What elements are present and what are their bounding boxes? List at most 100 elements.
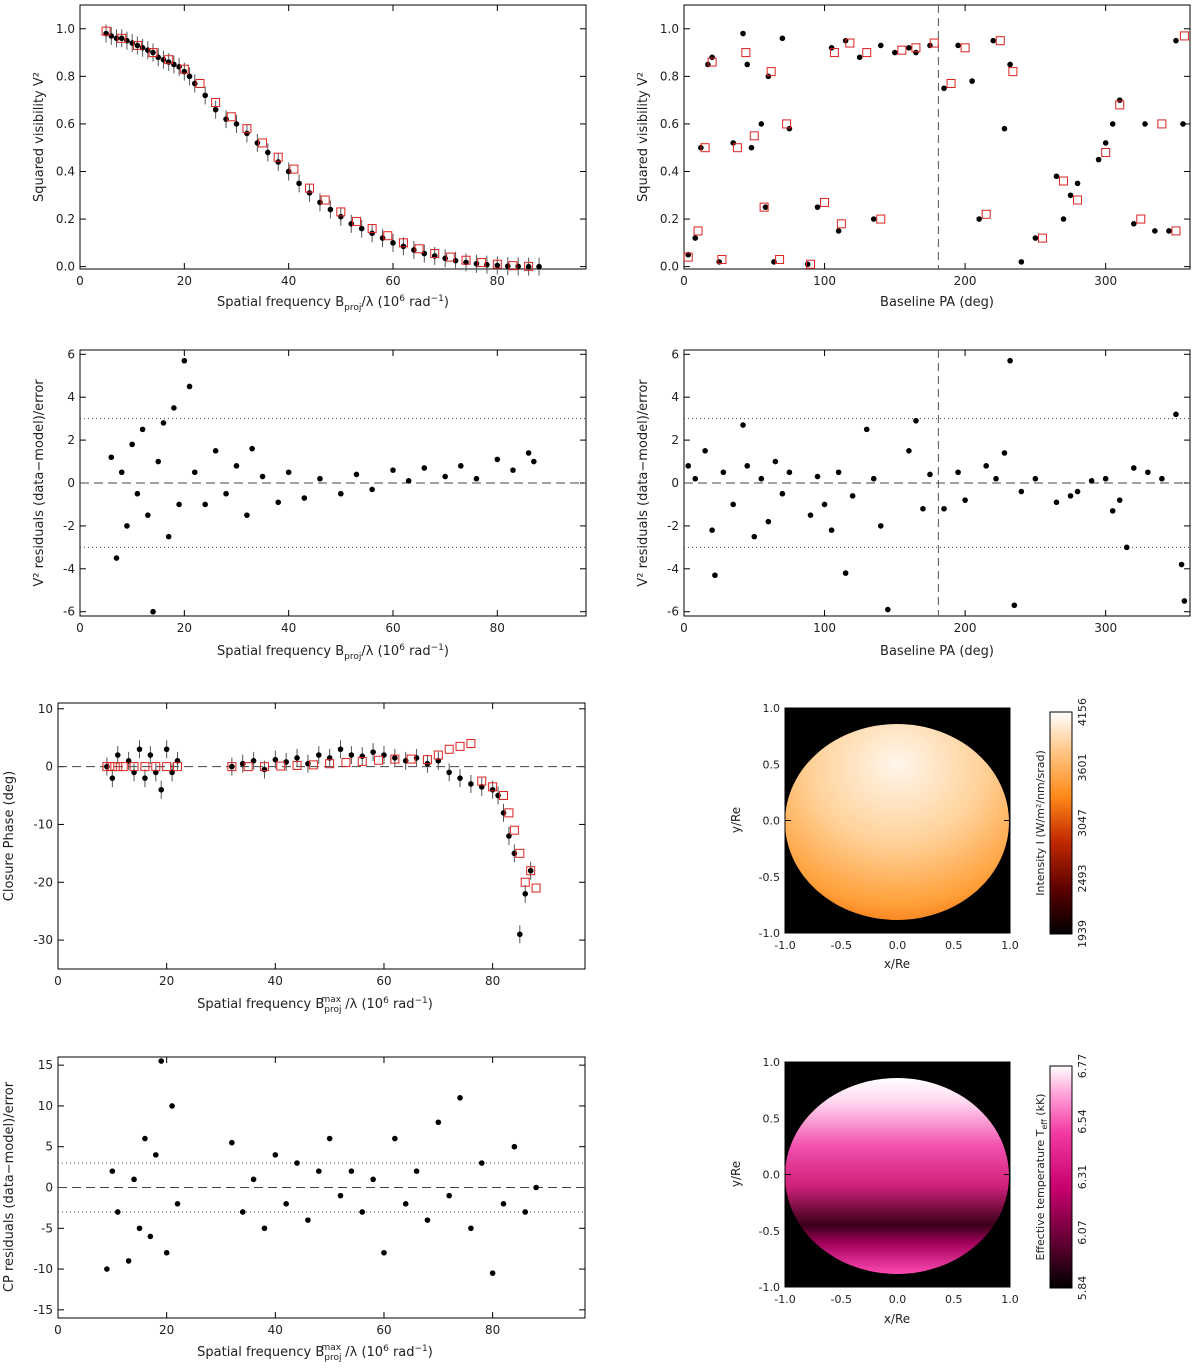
x-tick-label: 0 — [76, 621, 84, 635]
data-point — [136, 746, 143, 753]
data-point — [338, 490, 344, 497]
model-marker — [741, 48, 751, 58]
model-marker — [806, 259, 815, 269]
y-tick-label: 1.0 — [56, 22, 75, 36]
model-marker — [351, 216, 361, 226]
data-point — [142, 775, 148, 781]
x-axis-title: Baseline PA (deg) — [880, 295, 994, 310]
model-marker — [707, 57, 717, 67]
data-point — [104, 1266, 110, 1272]
model-marker — [1136, 214, 1146, 224]
data-point — [338, 213, 344, 220]
data-point — [720, 469, 727, 476]
model-marker — [862, 48, 872, 58]
y-tick-label: 0.5 — [763, 758, 781, 771]
data-point — [317, 475, 323, 482]
data-point — [692, 475, 699, 482]
y-tick-label: -0.5 — [759, 871, 780, 884]
data-point — [413, 1168, 420, 1174]
data-point — [233, 121, 240, 127]
model-marker — [960, 43, 970, 53]
y-axis-title: CP residuals (data−model)/error — [2, 1081, 17, 1292]
data-point — [301, 495, 308, 501]
y-tick-label: 0 — [67, 476, 75, 490]
data-point — [392, 1135, 398, 1142]
model-marker — [422, 755, 432, 765]
data-point — [424, 1217, 431, 1223]
data-point — [941, 505, 947, 512]
y-tick-label: -1.0 — [759, 927, 780, 940]
x-tick-label: 0 — [76, 274, 84, 288]
model-marker — [243, 762, 253, 772]
data-point — [468, 781, 474, 787]
colorbar-tick-label: 6.54 — [1076, 1109, 1089, 1134]
data-point — [283, 1201, 289, 1207]
data-point — [494, 456, 501, 463]
data-point — [405, 478, 412, 484]
model-marker — [258, 138, 268, 148]
y-tick-label: -1.0 — [759, 1281, 780, 1294]
y-tick-label: -0.5 — [759, 1225, 780, 1238]
panel-v2-res-vs-pa: 0 100 200 300 -6 -4 -2 0 2 4 6 V² residuals (data−… — [636, 347, 1191, 659]
x-tick-label: 60 — [385, 621, 400, 635]
y-tick-label: 6 — [67, 347, 75, 361]
y-tick-label: 0.5 — [763, 1112, 781, 1125]
model-marker — [113, 762, 123, 772]
plot-frame — [57, 702, 586, 970]
data-point — [1001, 450, 1008, 456]
y-tick-label: 5 — [45, 1140, 53, 1154]
colorbar-ticks: 5.84 6.07 6.31 6.54 6.77 — [1076, 1054, 1089, 1301]
y-tick-label: 0 — [45, 760, 53, 774]
y-tick-label: -15 — [33, 1303, 53, 1317]
data-point — [191, 469, 198, 476]
data-point — [856, 54, 863, 61]
data-point — [124, 523, 130, 529]
data-point — [712, 572, 718, 579]
model-marker — [433, 750, 443, 760]
data-point — [709, 54, 715, 61]
model-marker — [524, 261, 534, 271]
data-point — [692, 235, 699, 241]
data-point — [446, 769, 452, 776]
colorbar-tick-label: 4156 — [1076, 698, 1089, 726]
data-point — [457, 775, 463, 781]
model-marker — [162, 762, 172, 772]
x-tick-label: 80 — [485, 1323, 500, 1337]
model-marker — [132, 40, 142, 50]
data-point — [1095, 156, 1102, 163]
y-tick-label: 10 — [38, 1099, 53, 1113]
data-point — [369, 486, 375, 493]
data-point — [1152, 228, 1158, 234]
model-marker — [211, 98, 221, 108]
data-point — [446, 1192, 452, 1199]
model-marker — [1073, 195, 1083, 205]
y-tick-label: 0.2 — [660, 212, 679, 226]
data-point — [223, 490, 229, 497]
x-tick-label: 200 — [954, 274, 977, 288]
data-point — [202, 92, 208, 99]
data-point — [113, 555, 120, 561]
data-point — [294, 755, 300, 761]
data-point — [913, 49, 919, 56]
data-point — [870, 475, 877, 482]
data-point — [176, 501, 182, 508]
model-marker — [406, 754, 416, 764]
x-tick-label: 80 — [485, 974, 500, 988]
model-marker — [775, 254, 785, 264]
data-point — [531, 458, 537, 465]
data-point — [155, 54, 162, 61]
y-tick-label: -10 — [33, 1262, 53, 1276]
model-marker — [341, 758, 351, 768]
data-point — [495, 792, 501, 799]
data-point — [527, 867, 534, 874]
data-point — [118, 35, 125, 42]
x-tick-label: 0.0 — [889, 1293, 907, 1306]
data-point — [828, 45, 835, 51]
y-tick-label: -2 — [667, 519, 679, 533]
x-tick-label: 60 — [376, 1323, 391, 1337]
stellar-disk-intensity — [785, 724, 1009, 920]
plot-frame — [683, 4, 1191, 270]
data-point — [160, 56, 167, 63]
y-tick-label: -4 — [63, 562, 75, 576]
data-point — [305, 760, 311, 767]
